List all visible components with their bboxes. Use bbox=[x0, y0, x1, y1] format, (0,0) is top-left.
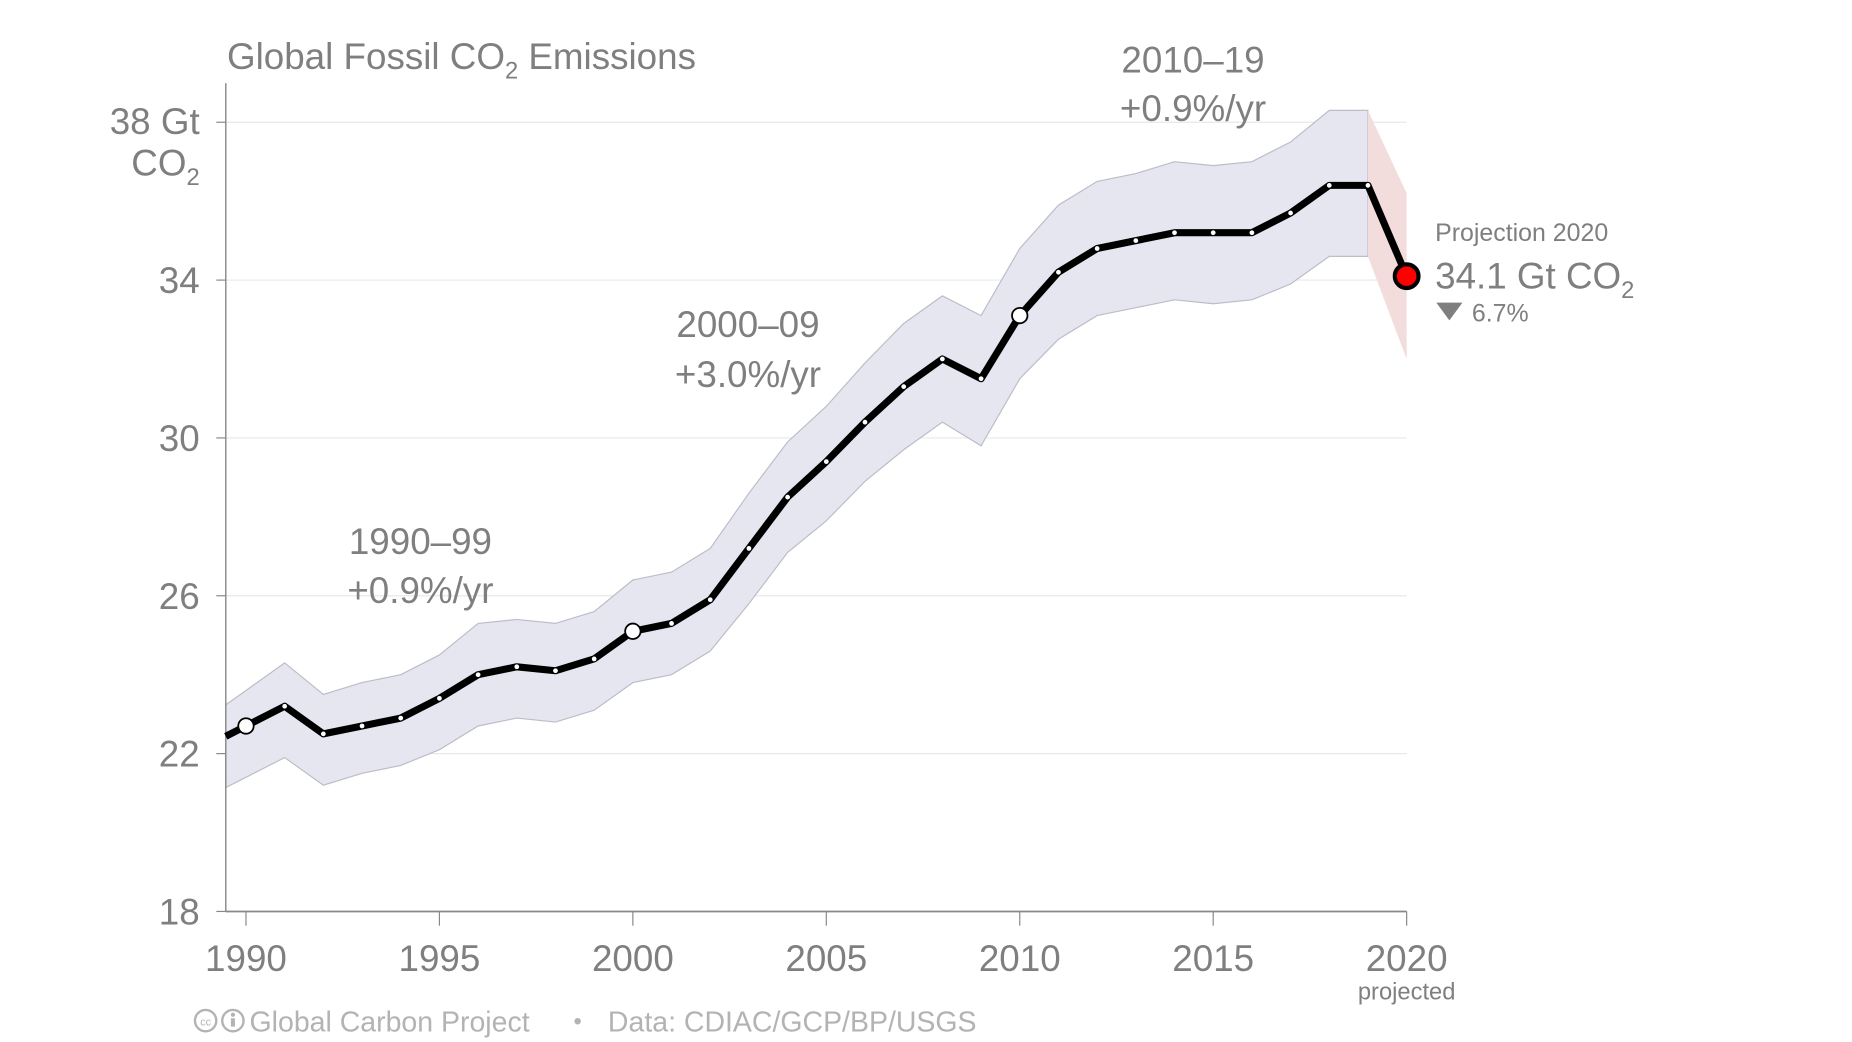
data-point bbox=[901, 384, 907, 389]
x-tick-note: projected bbox=[1358, 979, 1456, 1005]
footer-source: Global Carbon Project bbox=[250, 1006, 530, 1038]
x-tick-label: 2005 bbox=[785, 938, 867, 979]
data-point bbox=[1326, 183, 1332, 188]
x-tick-label: 2010 bbox=[979, 938, 1061, 979]
y-tick-label: 18 bbox=[159, 892, 200, 933]
data-point bbox=[1210, 230, 1216, 236]
uncertainty-band bbox=[225, 109, 1369, 789]
annotation-2000s: 2000–09 +3.0%/yr bbox=[675, 304, 821, 395]
chart-title: Global Fossil CO2 Emissions bbox=[227, 36, 696, 84]
decade-point bbox=[1011, 306, 1029, 325]
decade-point bbox=[624, 622, 642, 640]
emissions-line bbox=[224, 181, 1410, 740]
annotation-2010s: 2010–19 +0.9%/yr bbox=[1120, 39, 1266, 129]
y-tick-label: 22 bbox=[159, 734, 200, 775]
footer-separator: • bbox=[574, 1009, 582, 1035]
data-point bbox=[1172, 230, 1177, 236]
footer: cc Global Carbon Project • Data: CDIAC/G… bbox=[193, 1006, 977, 1038]
projection-callout: Projection 2020 34.1 Gt CO2 6.7% bbox=[1435, 219, 1634, 328]
data-point bbox=[1094, 246, 1100, 251]
svg-text:1990–99: 1990–99 bbox=[349, 521, 492, 562]
data-point bbox=[707, 597, 713, 603]
svg-text:+0.9%/yr: +0.9%/yr bbox=[1120, 88, 1266, 129]
data-point bbox=[475, 672, 481, 678]
data-point bbox=[437, 695, 442, 701]
data-point bbox=[785, 494, 790, 500]
data-point bbox=[1365, 183, 1371, 188]
y-axis-label-top: 38 Gt bbox=[110, 101, 200, 142]
footer-data: Data: CDIAC/GCP/BP/USGS bbox=[608, 1006, 977, 1038]
cc-by-icon: cc bbox=[193, 1008, 245, 1033]
down-triangle-icon bbox=[1436, 302, 1463, 321]
projection-point bbox=[1392, 262, 1421, 291]
svg-text:2000–09: 2000–09 bbox=[676, 304, 819, 345]
data-point bbox=[398, 715, 404, 721]
svg-text:cc: cc bbox=[200, 1016, 211, 1028]
data-point bbox=[591, 656, 597, 662]
data-point bbox=[1288, 210, 1293, 216]
y-tick-label: 26 bbox=[159, 576, 200, 617]
data-point bbox=[669, 621, 674, 626]
y-axis-label-unit: CO2 bbox=[131, 143, 199, 191]
annotation-1990s: 1990–99 +0.9%/yr bbox=[347, 521, 493, 611]
data-point bbox=[978, 376, 984, 382]
data-point bbox=[282, 703, 288, 709]
data-point bbox=[553, 668, 558, 674]
emissions-series bbox=[224, 181, 1421, 740]
data-point bbox=[862, 419, 868, 425]
y-tick-label: 30 bbox=[159, 418, 200, 459]
data-point bbox=[940, 356, 945, 362]
svg-text:+0.9%/yr: +0.9%/yr bbox=[347, 570, 493, 611]
x-tick-label: 1995 bbox=[399, 938, 481, 979]
x-tick-label: 2020 bbox=[1366, 938, 1448, 979]
y-tick-label: 34 bbox=[159, 260, 200, 301]
svg-text:+3.0%/yr: +3.0%/yr bbox=[675, 354, 821, 395]
x-tick-label: 1990 bbox=[205, 938, 287, 979]
data-point bbox=[746, 546, 752, 551]
data-point bbox=[320, 731, 326, 737]
data-point bbox=[1056, 269, 1061, 275]
axes bbox=[216, 83, 1408, 926]
projection-change: 6.7% bbox=[1472, 300, 1529, 328]
data-point bbox=[1249, 230, 1255, 236]
data-point bbox=[1133, 238, 1139, 243]
projection-label: Projection 2020 bbox=[1435, 219, 1608, 247]
data-point bbox=[823, 459, 829, 464]
uncertainty-bands bbox=[225, 109, 1407, 789]
data-point bbox=[359, 723, 365, 729]
projection-value: 34.1 Gt CO2 bbox=[1435, 255, 1634, 303]
x-tick-label: 2000 bbox=[592, 938, 674, 979]
x-tick-label: 2015 bbox=[1172, 938, 1254, 979]
data-point bbox=[514, 664, 520, 670]
decade-point bbox=[237, 717, 255, 735]
svg-text:2010–19: 2010–19 bbox=[1121, 39, 1264, 80]
